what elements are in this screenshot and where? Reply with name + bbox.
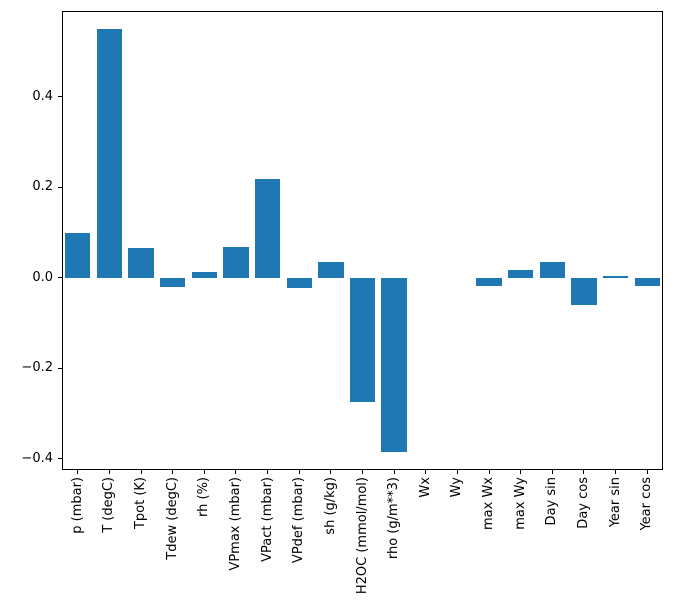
bar: [602, 275, 629, 278]
x-tick-mark: [488, 470, 490, 474]
x-tick-mark: [393, 470, 395, 474]
x-tick-label: rho (g/m**3): [386, 477, 402, 560]
x-tick-label: H2OC (mmol/mol): [354, 477, 370, 595]
x-tick-mark: [456, 470, 458, 474]
y-tick-mark: [58, 277, 62, 279]
bar: [476, 277, 502, 286]
x-tick-mark: [583, 470, 585, 474]
x-tick-mark: [362, 470, 363, 474]
y-tick-mark: [58, 96, 62, 98]
bar: [254, 179, 281, 278]
y-tick-label: 0.4: [32, 88, 53, 104]
y-tick-label: 0.0: [32, 269, 53, 285]
x-tick-mark: [551, 470, 553, 474]
bar: [223, 247, 249, 278]
y-tick-label: −0.4: [21, 450, 53, 466]
y-tick-mark: [58, 458, 62, 460]
bar: [571, 277, 597, 305]
x-tick-mark: [77, 470, 79, 474]
x-tick-label: Day sin: [544, 477, 560, 526]
x-tick-label: max Wy: [512, 477, 528, 530]
x-tick-label: VPmax (mbar): [227, 477, 243, 571]
x-tick-label: p (mbar): [69, 477, 85, 534]
x-tick-mark: [203, 470, 205, 474]
bar: [96, 29, 123, 278]
x-tick-mark: [298, 470, 300, 474]
x-tick-mark: [235, 470, 237, 474]
x-tick-mark: [140, 470, 142, 474]
y-tick-label: 0.2: [32, 179, 53, 195]
x-tick-label: Tdew (degC): [164, 477, 180, 560]
x-tick-mark: [615, 470, 617, 474]
x-tick-mark: [425, 470, 427, 474]
x-tick-label: max Wx: [481, 477, 497, 531]
y-tick-mark: [58, 186, 62, 188]
x-tick-label: VPdef (mbar): [291, 477, 307, 564]
bar: [128, 248, 154, 278]
x-tick-mark: [646, 470, 648, 474]
x-tick-label: Wy: [449, 477, 465, 498]
x-tick-label: rh (%): [196, 477, 212, 517]
x-tick-label: VPact (mbar): [259, 477, 275, 562]
x-tick-mark: [330, 470, 332, 474]
x-tick-mark: [267, 470, 269, 474]
bar: [65, 232, 91, 278]
x-tick-label: Day cos: [575, 477, 591, 529]
x-tick-label: Year cos: [639, 477, 655, 531]
x-tick-label: Tpot (K): [133, 477, 149, 530]
bar: [381, 277, 407, 452]
bar: [318, 261, 344, 278]
bar: [160, 277, 186, 287]
x-tick-label: Wx: [417, 477, 433, 498]
x-tick-label: sh (g/kg): [322, 477, 338, 535]
y-tick-label: −0.2: [21, 360, 53, 376]
bar: [539, 261, 565, 278]
bar: [634, 277, 660, 286]
x-tick-label: Year sin: [607, 477, 623, 528]
bar: [191, 272, 217, 278]
bar: [286, 277, 312, 288]
bar: [349, 277, 376, 403]
x-tick-mark: [108, 470, 110, 474]
bar: [508, 269, 534, 278]
x-tick-mark: [172, 470, 174, 474]
x-tick-label: T (degC): [101, 477, 117, 533]
y-tick-mark: [58, 367, 62, 369]
x-tick-mark: [520, 470, 522, 474]
